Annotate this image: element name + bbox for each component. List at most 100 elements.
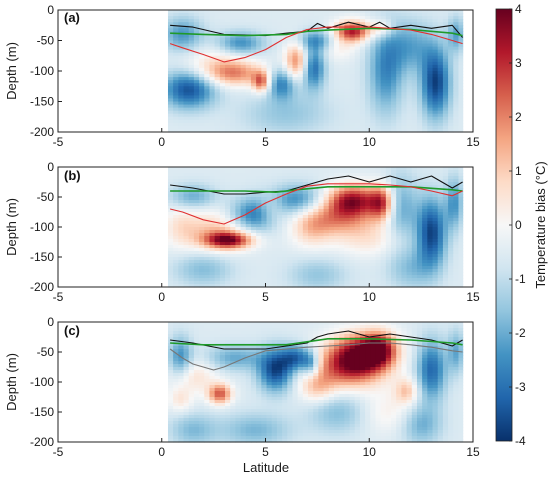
heatmap-cell: [391, 25, 397, 29]
heatmap-cell: [308, 37, 314, 42]
heatmap-cell: [339, 281, 345, 285]
heatmap-cell: [173, 242, 179, 246]
heatmap-cell: [323, 83, 330, 87]
heatmap-cell: [406, 260, 413, 264]
heatmap-cell: [328, 170, 335, 174]
heatmap-cell: [199, 400, 205, 404]
heatmap-cell: [365, 128, 371, 133]
heatmap-cell: [261, 55, 268, 60]
heatmap-cell: [188, 16, 195, 20]
heatmap-cell: [282, 266, 288, 270]
heatmap-cell: [432, 16, 439, 20]
heatmap-cell: [308, 227, 314, 231]
heatmap-cell: [349, 224, 356, 228]
heatmap-cell: [432, 173, 439, 177]
heatmap-cell: [422, 77, 428, 81]
heatmap-cell: [271, 206, 278, 210]
heatmap-cell: [344, 101, 351, 106]
heatmap-cell: [209, 251, 216, 255]
heatmap-cell: [188, 337, 195, 341]
heatmap-cell: [204, 46, 211, 51]
heatmap-cell: [173, 236, 179, 240]
heatmap-cell: [313, 281, 320, 285]
heatmap-cell: [183, 77, 190, 81]
heatmap-cell: [183, 361, 190, 365]
heatmap-cell: [411, 191, 418, 195]
heatmap-cell: [302, 227, 309, 231]
heatmap-cell: [339, 107, 345, 112]
heatmap-cell: [230, 55, 237, 60]
heatmap-cell: [344, 77, 351, 81]
heatmap-cell: [292, 28, 299, 32]
heatmap-cell: [188, 418, 195, 422]
heatmap-cell: [199, 215, 205, 219]
heatmap-cell: [458, 182, 464, 186]
heatmap-cell: [204, 370, 211, 374]
heatmap-cell: [235, 266, 242, 270]
heatmap-cell: [256, 22, 262, 26]
heatmap-cell: [193, 430, 200, 434]
heatmap-cell: [328, 239, 335, 243]
heatmap-cell: [209, 194, 216, 198]
heatmap-cell: [349, 173, 356, 177]
heatmap-cell: [178, 430, 185, 434]
heatmap-cell: [391, 116, 397, 121]
heatmap-cell: [219, 10, 226, 14]
heatmap-cell: [333, 92, 340, 96]
heatmap-cell: [308, 34, 314, 39]
heatmap-cell: [188, 391, 195, 395]
heatmap-cell: [302, 254, 309, 258]
heatmap-cell: [276, 46, 283, 51]
heatmap-cell: [167, 439, 174, 443]
heatmap-cell: [427, 34, 434, 39]
heatmap-cell: [199, 46, 205, 51]
heatmap-cell: [209, 278, 216, 282]
heatmap-cell: [193, 86, 200, 90]
heatmap-cell: [188, 376, 195, 380]
heatmap-cell: [422, 248, 428, 252]
heatmap-cell: [323, 260, 330, 264]
heatmap-cell: [391, 272, 397, 276]
heatmap-cell: [271, 92, 278, 96]
heatmap-cell: [188, 355, 195, 359]
heatmap-cell: [416, 55, 423, 60]
heatmap-cell: [173, 373, 179, 377]
heatmap-cell: [225, 224, 231, 228]
heatmap-cell: [458, 89, 464, 93]
heatmap-cell: [380, 34, 387, 39]
mld-black-line: [170, 175, 463, 195]
heatmap-cell: [453, 64, 460, 69]
heatmap-cell: [333, 110, 340, 115]
heatmap-cell: [271, 245, 278, 249]
heatmap-cell: [230, 206, 237, 210]
heatmap-cell: [199, 242, 205, 246]
heatmap-cell: [385, 89, 392, 93]
heatmap-cell: [256, 275, 262, 279]
heatmap-cell: [406, 89, 413, 93]
heatmap-cell: [323, 113, 330, 118]
heatmap-cell: [432, 46, 439, 51]
heatmap-cell: [333, 55, 340, 60]
heatmap-cell: [214, 43, 221, 48]
heatmap-cell: [391, 92, 397, 96]
heatmap-cell: [266, 176, 273, 180]
heatmap-cell: [225, 242, 231, 246]
heatmap-cell: [313, 80, 320, 84]
heatmap-cell: [292, 86, 299, 90]
heatmap-cell: [219, 116, 226, 121]
heatmap-cell: [282, 221, 288, 225]
heatmap-cell: [422, 281, 428, 285]
heatmap-cell: [204, 89, 211, 93]
heatmap-cell: [188, 439, 195, 443]
heatmap-cell: [385, 173, 392, 177]
heatmap-cell: [282, 176, 288, 180]
heatmap-cell: [178, 424, 185, 428]
heatmap-cell: [432, 122, 439, 127]
heatmap-cell: [359, 113, 366, 118]
heatmap-cell: [204, 334, 211, 338]
heatmap-cell: [292, 272, 299, 276]
heatmap-cell: [385, 49, 392, 54]
heatmap-cell: [188, 349, 195, 353]
heatmap-cell: [271, 19, 278, 23]
heatmap-cell: [173, 248, 179, 252]
